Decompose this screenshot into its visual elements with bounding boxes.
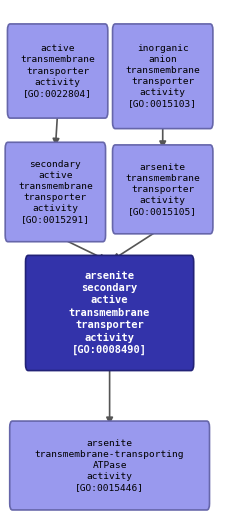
- FancyBboxPatch shape: [5, 142, 105, 242]
- Text: inorganic
anion
transmembrane
transporter
activity
[GO:0015103]: inorganic anion transmembrane transporte…: [125, 44, 199, 108]
- FancyBboxPatch shape: [112, 24, 212, 129]
- Text: active
transmembrane
transporter
activity
[GO:0022804]: active transmembrane transporter activit…: [20, 44, 94, 98]
- FancyBboxPatch shape: [112, 145, 212, 234]
- FancyBboxPatch shape: [10, 421, 209, 510]
- Text: arsenite
transmembrane
transporter
activity
[GO:0015105]: arsenite transmembrane transporter activ…: [125, 163, 199, 216]
- Text: arsenite
transmembrane-transporting
ATPase
activity
[GO:0015446]: arsenite transmembrane-transporting ATPa…: [35, 439, 184, 492]
- FancyBboxPatch shape: [25, 256, 193, 370]
- Text: arsenite
secondary
active
transmembrane
transporter
activity
[GO:0008490]: arsenite secondary active transmembrane …: [69, 271, 150, 355]
- Text: secondary
active
transmembrane
transporter
activity
[GO:0015291]: secondary active transmembrane transport…: [18, 160, 92, 224]
- FancyBboxPatch shape: [7, 24, 107, 118]
